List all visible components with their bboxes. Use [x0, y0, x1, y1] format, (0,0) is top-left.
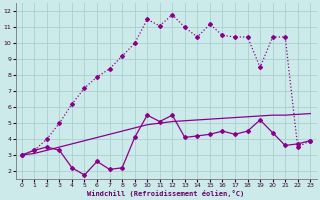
- X-axis label: Windchill (Refroidissement éolien,°C): Windchill (Refroidissement éolien,°C): [87, 190, 245, 197]
